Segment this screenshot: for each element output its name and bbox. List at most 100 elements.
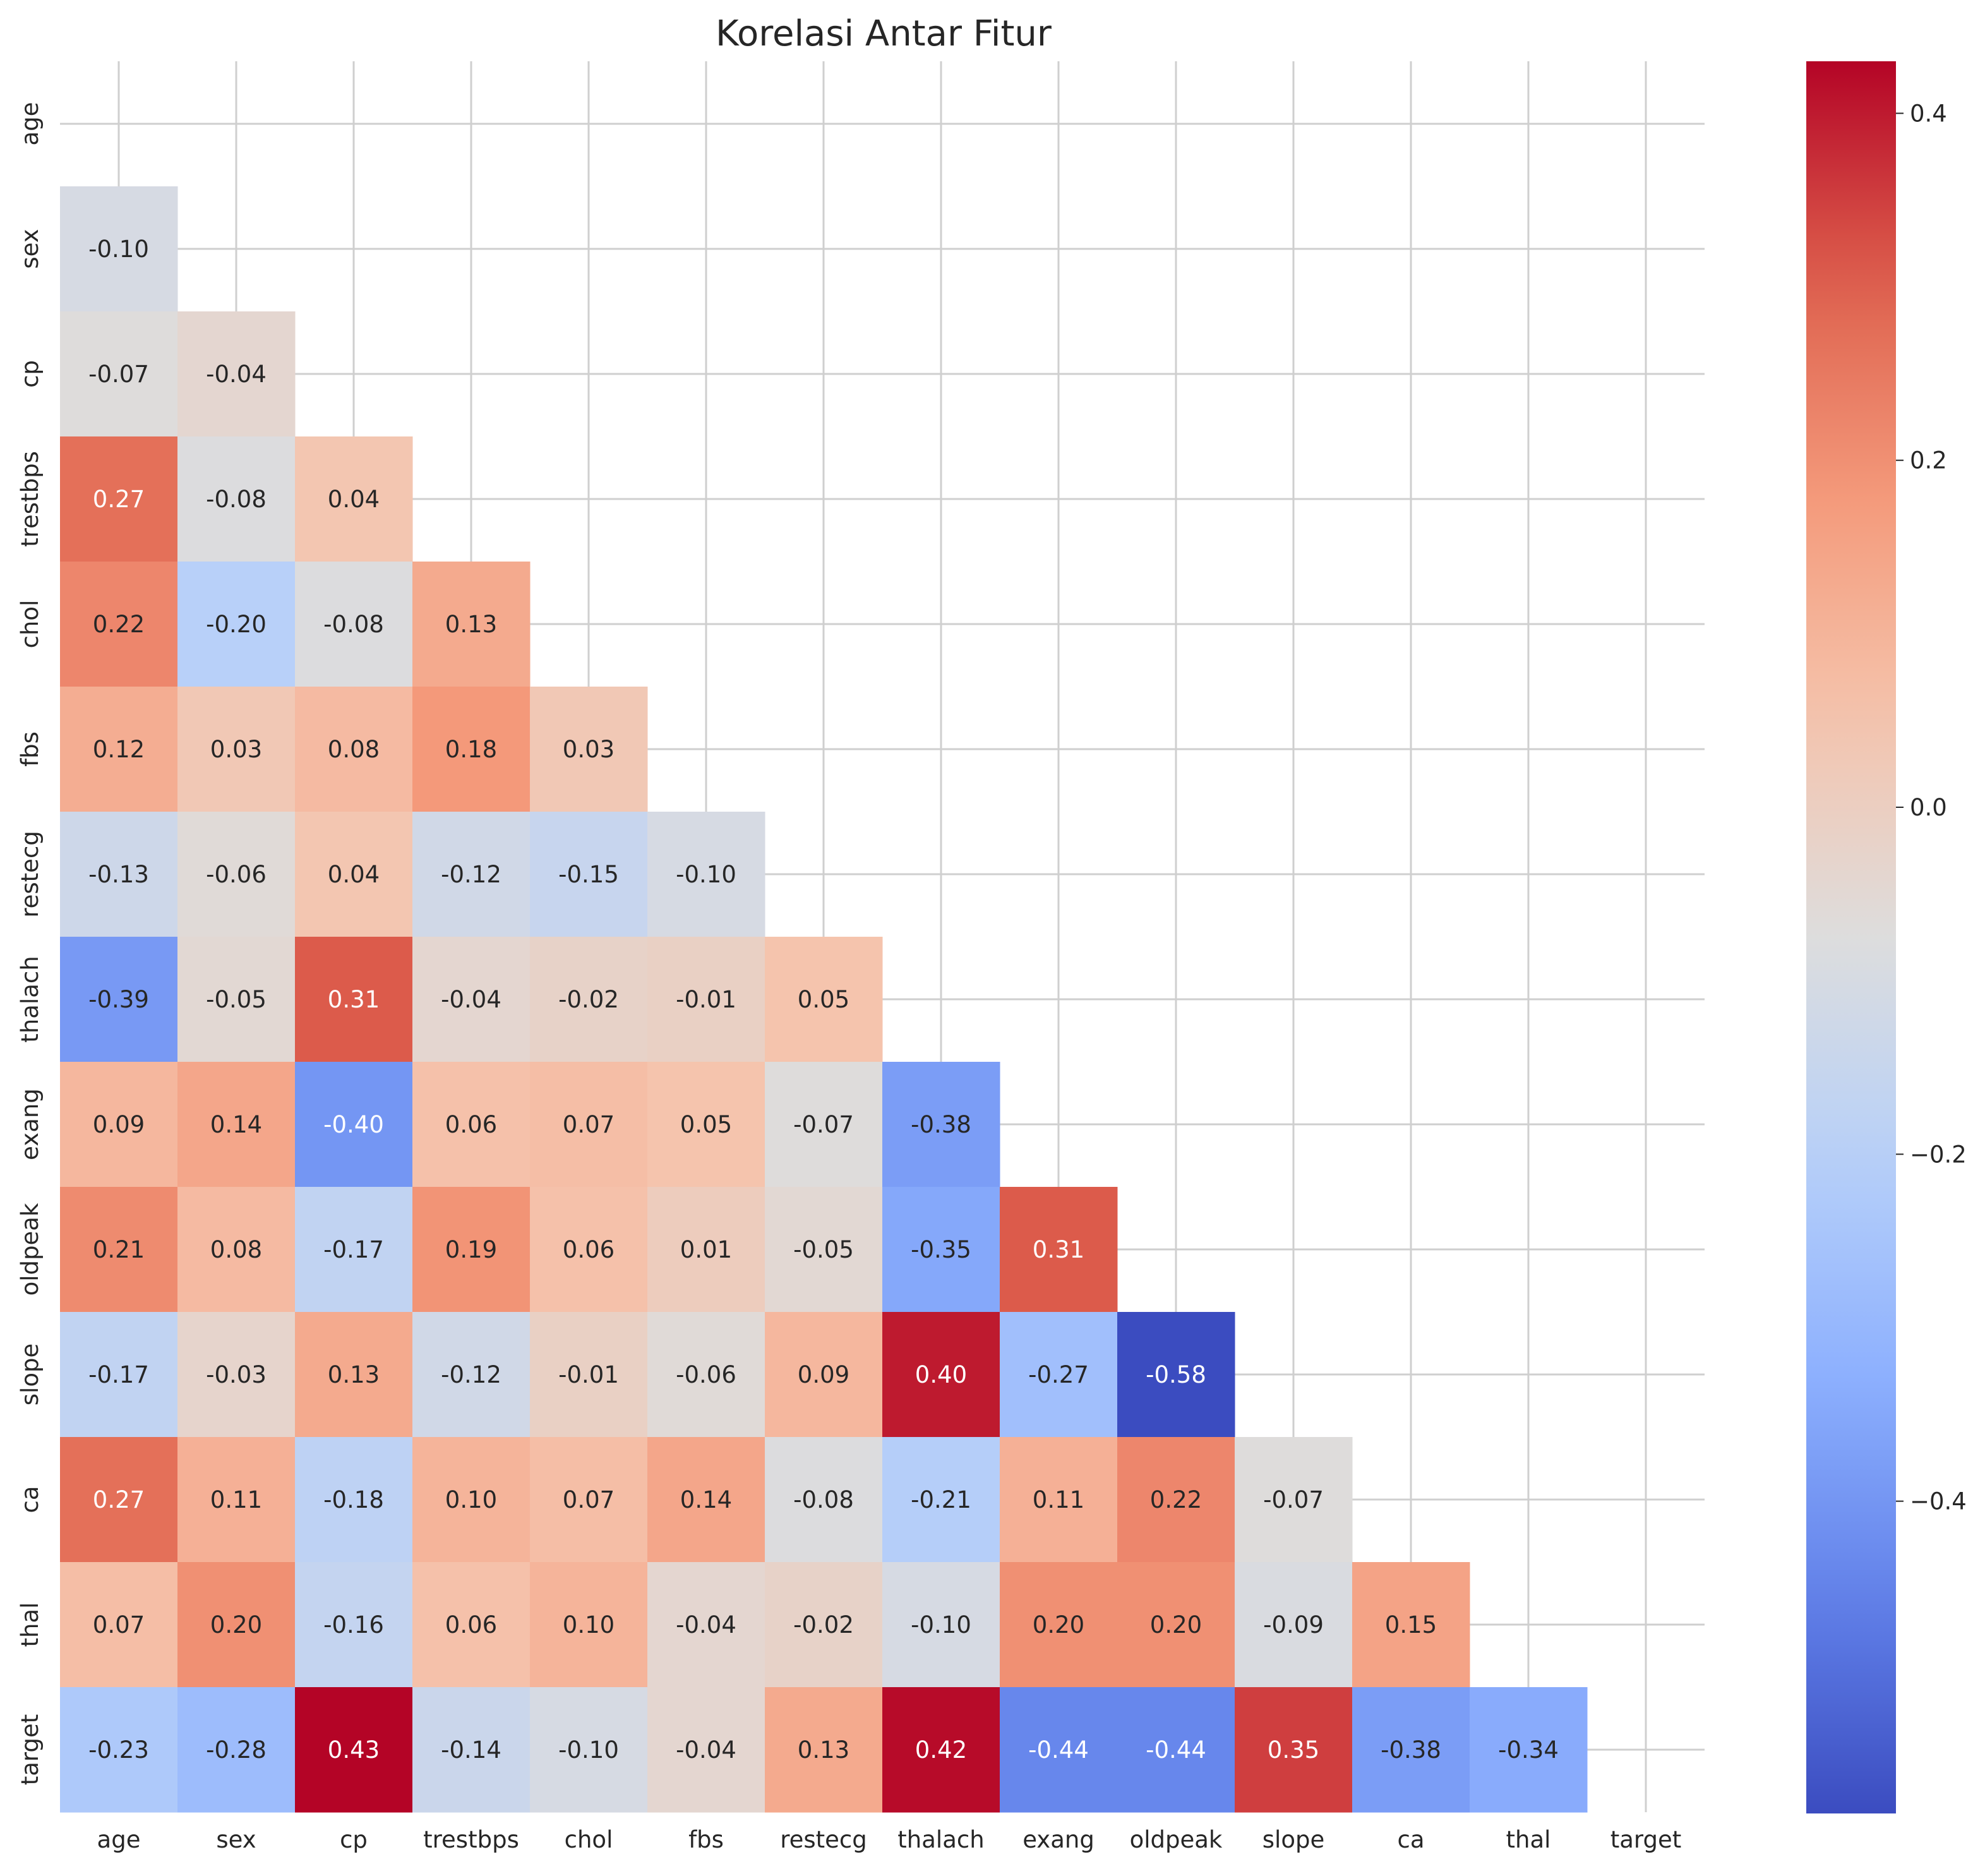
heatmap-cell <box>295 1187 413 1313</box>
x-tick-label: restecg <box>780 1826 867 1853</box>
heatmap-cell <box>1117 1437 1235 1563</box>
cell-value-label: 0.40 <box>915 1361 967 1388</box>
heatmap-cell <box>295 937 413 1062</box>
cell-value-label: -0.44 <box>1028 1736 1089 1764</box>
x-tick-label: thal <box>1506 1826 1551 1853</box>
cell-value-label: 0.06 <box>445 1611 497 1638</box>
cell-value-label: 0.14 <box>210 1111 262 1138</box>
x-tick-label: cp <box>340 1826 368 1853</box>
x-tick-label: slope <box>1262 1826 1324 1853</box>
heatmap-cell <box>647 1687 765 1813</box>
heatmap-cell <box>60 436 178 562</box>
heatmap-cell <box>295 1687 413 1813</box>
cell-value-label: 0.22 <box>93 611 145 638</box>
heatmap-cell <box>530 1312 648 1438</box>
heatmap-cell <box>412 1312 531 1438</box>
heatmap-cell <box>765 1437 883 1563</box>
heatmap-cell <box>647 1437 765 1563</box>
cell-value-label: 0.10 <box>563 1611 615 1638</box>
heatmap-cell <box>177 812 296 937</box>
cell-value-label: -0.04 <box>441 986 501 1013</box>
cell-value-label: -0.04 <box>676 1736 736 1764</box>
cell-value-label: -0.07 <box>793 1111 854 1138</box>
cell-value-label: -0.40 <box>323 1111 384 1138</box>
cell-value-label: 0.04 <box>328 861 380 888</box>
colorbar-tick-label: 0.2 <box>1910 447 1947 474</box>
heatmap-cell <box>1235 1562 1353 1688</box>
cell-value-label: -0.04 <box>676 1611 736 1638</box>
heatmap-cell <box>1117 1687 1235 1813</box>
cell-value-label: 0.43 <box>328 1736 380 1764</box>
heatmap-cell <box>177 436 296 562</box>
cell-value-label: -0.23 <box>88 1736 149 1764</box>
cell-value-label: -0.34 <box>1498 1736 1559 1764</box>
cell-value-label: -0.17 <box>88 1361 149 1388</box>
heatmap-cell <box>295 687 413 812</box>
colorbar-gradient <box>1806 61 1896 1813</box>
cell-value-label: -0.17 <box>323 1236 384 1263</box>
colorbar-tick-label: 0.0 <box>1910 794 1947 821</box>
heatmap-cell <box>530 1687 648 1813</box>
cell-value-label: -0.02 <box>793 1611 854 1638</box>
heatmap-cell <box>60 1687 178 1813</box>
x-tick-label: chol <box>565 1826 613 1853</box>
heatmap-cell <box>1000 1562 1118 1688</box>
y-tick-label: sex <box>16 229 44 268</box>
heatmap-cell <box>1235 1437 1353 1563</box>
heatmap-cell <box>60 562 178 687</box>
heatmap-cell <box>60 1562 178 1688</box>
cell-value-label: 0.31 <box>1033 1236 1084 1263</box>
heatmap-cell <box>412 1687 531 1813</box>
cell-value-label: 0.08 <box>328 736 380 763</box>
cell-value-label: -0.28 <box>206 1736 267 1764</box>
heatmap-cell <box>765 1062 883 1188</box>
heatmap-cell <box>60 1187 178 1313</box>
heatmap-cell <box>177 937 296 1062</box>
cell-value-label: -0.15 <box>558 861 619 888</box>
colorbar-tick-label: 0.4 <box>1910 100 1947 127</box>
cell-value-label: -0.10 <box>676 861 736 888</box>
cell-value-label: -0.12 <box>441 861 501 888</box>
cell-value-label: -0.07 <box>1263 1486 1324 1513</box>
cell-value-label: -0.39 <box>88 986 149 1013</box>
cell-value-label: -0.38 <box>911 1111 971 1138</box>
y-tick-label: age <box>16 102 44 146</box>
cell-value-label: -0.35 <box>911 1236 971 1263</box>
cell-value-label: -0.09 <box>1263 1611 1324 1638</box>
y-tick-label: ca <box>16 1486 44 1513</box>
heatmap-cell <box>412 1562 531 1688</box>
heatmap-cell <box>177 1187 296 1313</box>
heatmap-cell <box>177 1437 296 1563</box>
heatmap-cell <box>60 937 178 1062</box>
cell-value-label: -0.10 <box>88 236 149 263</box>
colorbar: 0.4 0.2 0.0 −0.2 −0.4 <box>1806 61 1967 1813</box>
heatmap-cells: -0.10 -0.07 -0.04 0.27 -0.08 0.04 0.22 -0.20 -0.… <box>60 186 1588 1813</box>
y-tick-label: chol <box>16 600 44 649</box>
cell-value-label: -0.08 <box>206 486 267 513</box>
cell-value-label: -0.06 <box>206 861 267 888</box>
cell-value-label: 0.11 <box>210 1486 262 1513</box>
cell-value-label: 0.09 <box>798 1361 849 1388</box>
cell-value-label: -0.58 <box>1146 1361 1206 1388</box>
cell-value-label: 0.03 <box>563 736 615 763</box>
cell-value-label: 0.06 <box>445 1111 497 1138</box>
heatmap-cell <box>882 1687 1000 1813</box>
heatmap-cell <box>1000 1687 1118 1813</box>
cell-value-label: -0.01 <box>676 986 736 1013</box>
heatmap-cell <box>882 1187 1000 1313</box>
heatmap-cell <box>177 687 296 812</box>
heatmap-cell <box>295 812 413 937</box>
cell-value-label: -0.27 <box>1028 1361 1089 1388</box>
heatmap-cell <box>882 1312 1000 1438</box>
cell-value-label: -0.16 <box>323 1611 384 1638</box>
cell-value-label: -0.20 <box>206 611 267 638</box>
heatmap-cell <box>60 1437 178 1563</box>
cell-value-label: -0.14 <box>441 1736 501 1764</box>
heatmap-cell <box>412 1437 531 1563</box>
x-tick-label: ca <box>1397 1826 1424 1853</box>
cell-value-label: -0.44 <box>1146 1736 1206 1764</box>
heatmap-cell <box>60 1062 178 1188</box>
heatmap-cell <box>177 1312 296 1438</box>
cell-value-label: 0.20 <box>1033 1611 1084 1638</box>
